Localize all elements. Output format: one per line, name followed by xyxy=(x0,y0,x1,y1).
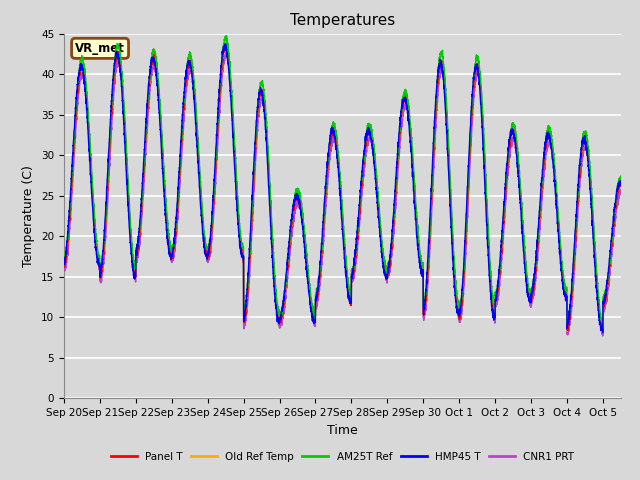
Title: Temperatures: Temperatures xyxy=(290,13,395,28)
Text: VR_met: VR_met xyxy=(75,42,125,55)
Legend: Panel T, Old Ref Temp, AM25T Ref, HMP45 T, CNR1 PRT: Panel T, Old Ref Temp, AM25T Ref, HMP45 … xyxy=(106,447,579,466)
X-axis label: Time: Time xyxy=(327,424,358,437)
Y-axis label: Temperature (C): Temperature (C) xyxy=(22,165,35,267)
